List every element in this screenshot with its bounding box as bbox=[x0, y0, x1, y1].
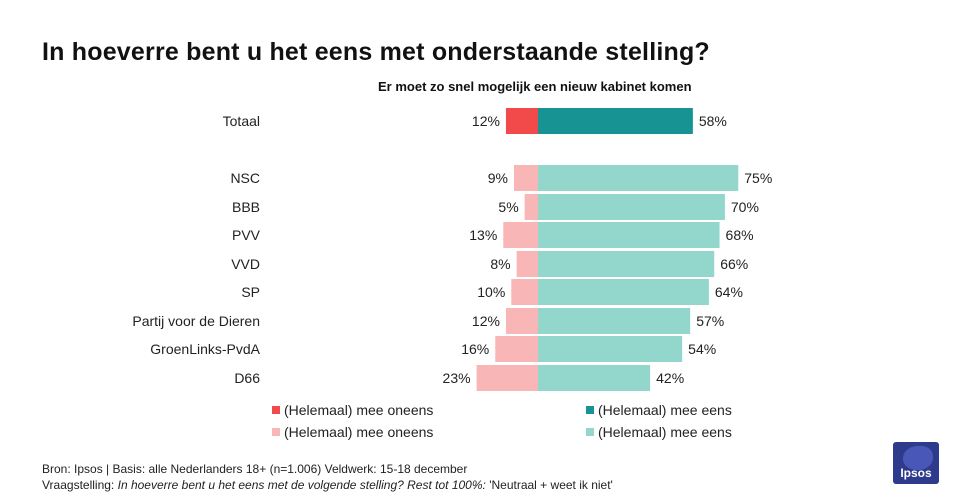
bar-agree bbox=[538, 308, 691, 334]
legend-label: (Helemaal) mee eens bbox=[598, 402, 732, 418]
legend-swatch bbox=[586, 406, 594, 414]
bar-agree bbox=[538, 336, 683, 362]
bar-disagree bbox=[505, 308, 538, 334]
legend-total-agree: (Helemaal) mee eens bbox=[586, 402, 732, 418]
legend-party-agree: (Helemaal) mee eens bbox=[586, 424, 732, 440]
diverging-bar-chart: Totaal 12% 58% NSC 9% 75% BBB 5% 70% PVV 13% 68% VVD… bbox=[132, 108, 772, 391]
value-label-agree: 75% bbox=[744, 170, 772, 186]
footer-source: Bron: Ipsos | Basis: alle Nederlanders 1… bbox=[42, 462, 468, 476]
category-label: NSC bbox=[230, 170, 260, 186]
value-label-agree: 57% bbox=[696, 313, 724, 329]
footer-question: Vraagstelling: In hoeverre bent u het ee… bbox=[42, 478, 613, 492]
bar-agree bbox=[538, 108, 693, 134]
value-label-agree: 42% bbox=[656, 370, 684, 386]
bar-agree bbox=[538, 222, 720, 248]
bar-disagree bbox=[516, 251, 538, 277]
legend-label: (Helemaal) mee oneens bbox=[284, 424, 434, 440]
footer-question-text: In hoeverre bent u het eens met de volge… bbox=[117, 478, 486, 492]
bar-disagree bbox=[511, 279, 538, 305]
value-label-agree: 64% bbox=[715, 284, 743, 300]
category-label: BBB bbox=[232, 199, 260, 215]
value-label-disagree: 9% bbox=[488, 170, 508, 186]
legend-label: (Helemaal) mee oneens bbox=[284, 402, 434, 418]
value-label-disagree: 23% bbox=[443, 370, 471, 386]
value-label-disagree: 12% bbox=[472, 313, 500, 329]
category-label: GroenLinks-PvdA bbox=[150, 341, 260, 357]
value-label-disagree: 8% bbox=[490, 256, 510, 272]
footer-question-suffix: 'Neutraal + weet ik niet' bbox=[489, 478, 613, 492]
ipsos-logo: Ipsos bbox=[893, 442, 939, 484]
legend-party-disagree: (Helemaal) mee oneens bbox=[272, 424, 433, 440]
bar-disagree bbox=[524, 194, 538, 220]
legend-swatch bbox=[586, 428, 594, 436]
legend-swatch bbox=[272, 406, 280, 414]
value-label-agree: 58% bbox=[699, 113, 727, 129]
category-label: Partij voor de Dieren bbox=[132, 313, 260, 329]
bar-agree bbox=[538, 279, 709, 305]
bar-agree bbox=[538, 165, 739, 191]
value-label-agree: 54% bbox=[688, 341, 716, 357]
legend-swatch bbox=[272, 428, 280, 436]
bar-disagree bbox=[503, 222, 538, 248]
value-label-disagree: 10% bbox=[477, 284, 505, 300]
value-label-disagree: 16% bbox=[461, 341, 489, 357]
category-label: SP bbox=[241, 284, 260, 300]
category-label: VVD bbox=[231, 256, 260, 272]
category-label: Totaal bbox=[223, 113, 260, 129]
bar-disagree bbox=[513, 165, 538, 191]
chart-title: In hoeverre bent u het eens met ondersta… bbox=[42, 38, 710, 66]
bar-agree bbox=[538, 194, 725, 220]
value-label-disagree: 5% bbox=[498, 199, 518, 215]
legend-total-disagree: (Helemaal) mee oneens bbox=[272, 402, 433, 418]
logo-text: Ipsos bbox=[900, 466, 932, 480]
category-label: PVV bbox=[232, 227, 261, 243]
chart-subtitle: Er moet zo snel mogelijk een nieuw kabin… bbox=[378, 79, 692, 94]
bar-disagree bbox=[476, 365, 538, 391]
footer-question-prefix: Vraagstelling: bbox=[42, 478, 115, 492]
value-label-disagree: 12% bbox=[472, 113, 500, 129]
legend-label: (Helemaal) mee eens bbox=[598, 424, 732, 440]
value-label-agree: 68% bbox=[726, 227, 754, 243]
bar-agree bbox=[538, 251, 715, 277]
value-label-agree: 70% bbox=[731, 199, 759, 215]
bar-disagree bbox=[505, 108, 538, 134]
value-label-agree: 66% bbox=[720, 256, 748, 272]
category-label: D66 bbox=[234, 370, 260, 386]
bar-agree bbox=[538, 365, 651, 391]
bar-disagree bbox=[495, 336, 538, 362]
value-label-disagree: 13% bbox=[469, 227, 497, 243]
